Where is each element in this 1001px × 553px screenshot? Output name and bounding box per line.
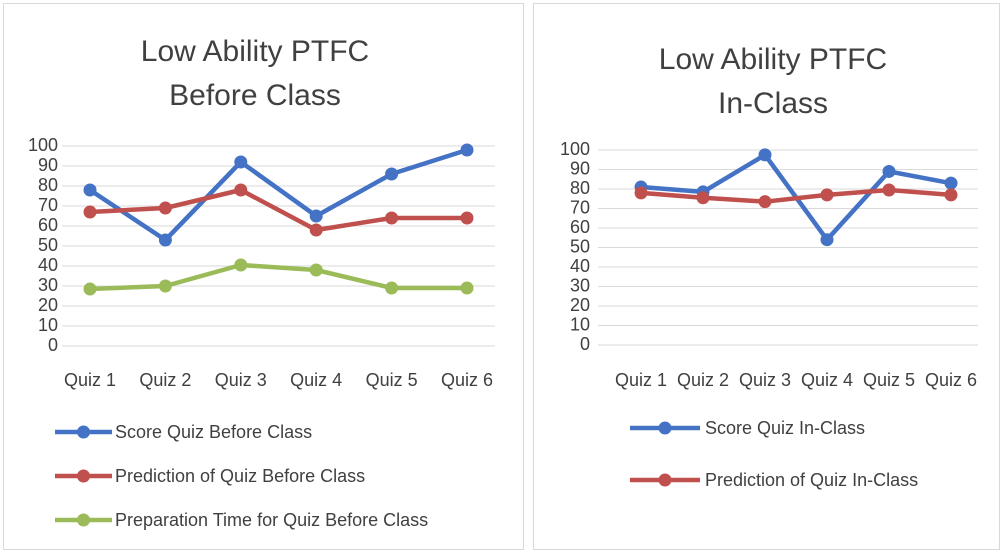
point bbox=[158, 233, 172, 247]
y-tick-label: 90 bbox=[570, 158, 590, 178]
chart-title: Low Ability PTFC Before Class bbox=[140, 35, 370, 112]
point bbox=[460, 281, 474, 295]
panel bbox=[533, 3, 1000, 550]
legend-marker bbox=[77, 469, 90, 483]
legend-marker bbox=[77, 513, 90, 527]
point bbox=[385, 167, 399, 181]
legend-marker bbox=[658, 473, 672, 487]
point bbox=[460, 211, 474, 225]
legend-label: Score Quiz In-Class bbox=[705, 418, 866, 438]
legend-label: Score Quiz Before Class bbox=[115, 422, 313, 442]
y-tick-label: 80 bbox=[38, 175, 58, 195]
chart-title: Low Ability PTFC In-Class bbox=[658, 43, 888, 120]
point bbox=[820, 233, 834, 247]
y-tick-label: 20 bbox=[38, 295, 58, 315]
point bbox=[385, 211, 399, 225]
x-tick-label: Quiz 2 bbox=[139, 370, 191, 390]
x-tick-label: Quiz 4 bbox=[290, 370, 342, 390]
x-tick-label: Quiz 1 bbox=[615, 370, 667, 390]
point bbox=[634, 186, 648, 200]
y-tick-label: 60 bbox=[38, 215, 58, 235]
point bbox=[696, 191, 710, 205]
panel bbox=[3, 3, 524, 550]
y-tick-label: 50 bbox=[38, 235, 58, 255]
point bbox=[309, 263, 323, 277]
legend-marker bbox=[77, 425, 90, 439]
point bbox=[83, 205, 97, 219]
point bbox=[234, 155, 248, 169]
legend-label: Preparation Time for Quiz Before Class bbox=[115, 510, 429, 530]
y-tick-label: 60 bbox=[570, 217, 590, 237]
point bbox=[758, 195, 772, 209]
legend-label: Prediction of Quiz Before Class bbox=[115, 466, 366, 486]
y-tick-label: 20 bbox=[570, 295, 590, 315]
x-tick-label: Quiz 6 bbox=[925, 370, 977, 390]
y-tick-label: 100 bbox=[28, 135, 58, 155]
point bbox=[309, 223, 323, 237]
point bbox=[944, 176, 958, 190]
x-tick-label: Quiz 2 bbox=[677, 370, 729, 390]
series-line bbox=[89, 262, 467, 292]
y-tick-label: 80 bbox=[570, 178, 590, 198]
point bbox=[758, 148, 772, 162]
x-tick-label: Quiz 5 bbox=[863, 370, 915, 390]
point bbox=[83, 183, 97, 197]
y-tick-label: 70 bbox=[38, 195, 58, 215]
point bbox=[309, 209, 323, 223]
point bbox=[385, 281, 399, 295]
point bbox=[944, 188, 958, 202]
x-tick-label: Quiz 4 bbox=[801, 370, 853, 390]
legend-label: Prediction of Quiz In-Class bbox=[705, 470, 919, 490]
y-tick-label: 30 bbox=[38, 275, 58, 295]
y-tick-label: 90 bbox=[38, 155, 58, 175]
y-tick-label: 50 bbox=[570, 236, 590, 256]
point bbox=[158, 279, 172, 293]
point bbox=[234, 183, 248, 197]
y-tick-label: 40 bbox=[570, 256, 590, 276]
series-line bbox=[89, 187, 467, 233]
x-tick-label: Quiz 6 bbox=[441, 370, 493, 390]
series-line bbox=[640, 187, 952, 204]
legend-marker bbox=[658, 421, 672, 435]
point bbox=[460, 143, 474, 157]
y-tick-label: 0 bbox=[580, 334, 590, 354]
point bbox=[158, 201, 172, 215]
y-tick-label: 30 bbox=[570, 275, 590, 295]
y-tick-label: 100 bbox=[560, 139, 590, 159]
y-tick-label: 0 bbox=[48, 335, 58, 355]
y-tick-label: 40 bbox=[38, 255, 58, 275]
point bbox=[882, 183, 896, 197]
point bbox=[820, 188, 834, 202]
y-tick-label: 10 bbox=[38, 315, 58, 335]
point bbox=[83, 282, 97, 296]
y-tick-label: 10 bbox=[570, 314, 590, 334]
x-tick-label: Quiz 3 bbox=[739, 370, 791, 390]
y-tick-label: 70 bbox=[570, 197, 590, 217]
series-line bbox=[88, 147, 468, 243]
point bbox=[882, 164, 896, 178]
x-tick-label: Quiz 5 bbox=[366, 370, 418, 390]
point bbox=[234, 258, 248, 272]
x-tick-label: Quiz 3 bbox=[215, 370, 267, 390]
x-tick-label: Quiz 1 bbox=[64, 370, 116, 390]
